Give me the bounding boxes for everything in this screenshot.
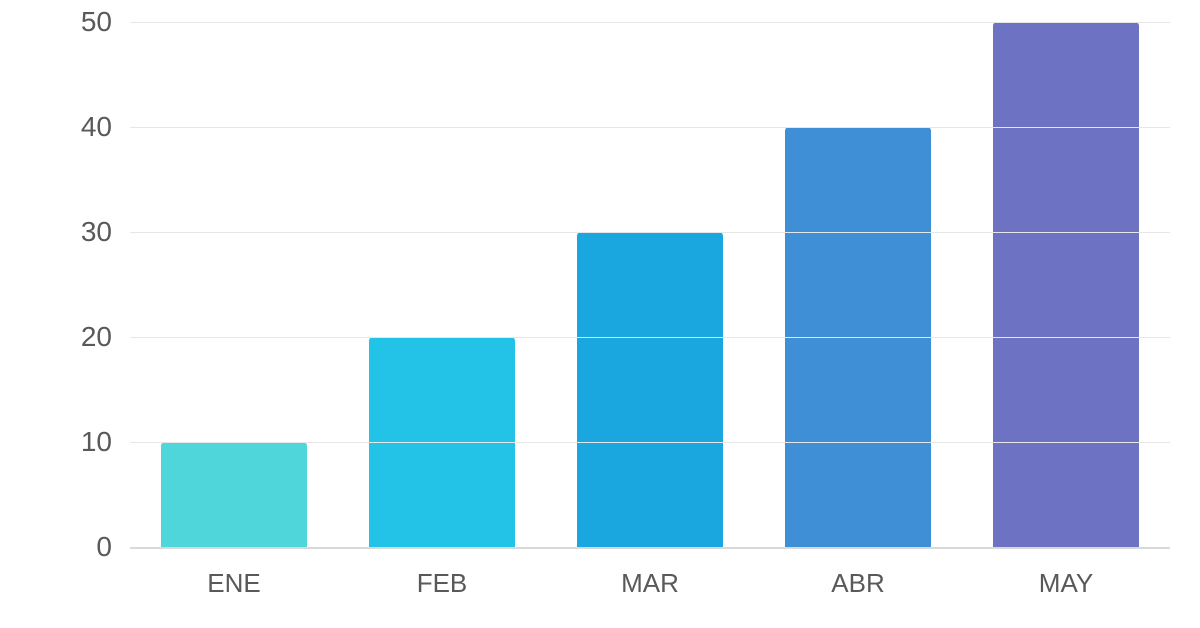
gridline: [130, 22, 1170, 23]
x-tick-label: FEB: [417, 568, 468, 599]
gridline: [130, 127, 1170, 128]
y-tick-label: 40: [32, 111, 112, 143]
monthly-bar-chart: 0 10 20 30 40 50 ENE FEB MAR ABR MAY: [0, 0, 1200, 628]
gridline: [130, 232, 1170, 233]
y-tick-label: 10: [32, 426, 112, 458]
gridline: [130, 442, 1170, 443]
x-tick-label: ABR: [831, 568, 884, 599]
y-tick-label: 30: [32, 216, 112, 248]
x-tick-label: MAY: [1039, 568, 1093, 599]
x-tick-label: MAR: [621, 568, 679, 599]
bar: [161, 442, 307, 547]
bar: [993, 22, 1139, 547]
gridline: [130, 547, 1170, 549]
gridline: [130, 337, 1170, 338]
bar: [577, 232, 723, 547]
y-tick-label: 50: [32, 6, 112, 38]
x-tick-label: ENE: [207, 568, 260, 599]
y-tick-label: 0: [32, 531, 112, 563]
y-tick-label: 20: [32, 321, 112, 353]
plot-area: [130, 22, 1170, 547]
bars-layer: [130, 22, 1170, 547]
